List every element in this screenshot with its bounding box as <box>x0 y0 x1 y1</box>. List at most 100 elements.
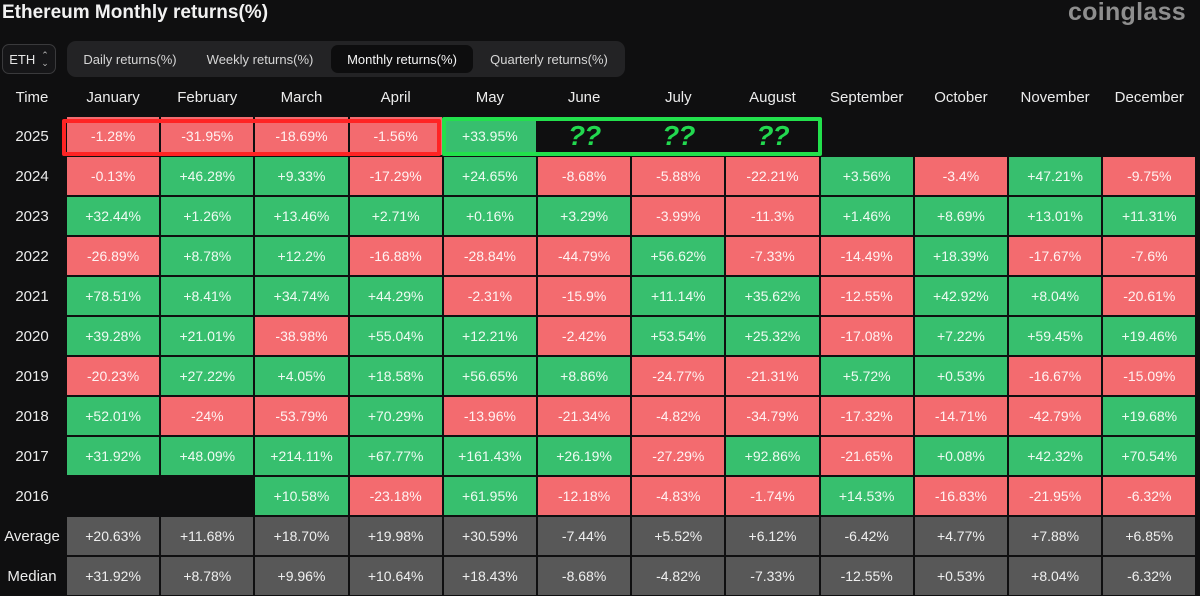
return-cell: +10.58% <box>254 476 349 516</box>
summary-cell: -7.33% <box>725 556 820 596</box>
return-cell: +19.46% <box>1102 316 1197 356</box>
return-cell: +0.53% <box>913 356 1008 396</box>
tab-monthly-returns[interactable]: Monthly returns(%) <box>331 45 473 73</box>
month-header: December <box>1114 88 1184 106</box>
return-cell: +3.56% <box>819 156 914 196</box>
return-cell: -7.33% <box>725 236 820 276</box>
month-header: May <box>475 88 505 106</box>
return-cell: -6.32% <box>1102 476 1197 516</box>
month-header: February <box>177 88 238 106</box>
return-cell: +21.01% <box>160 316 255 356</box>
return-cell: +13.01% <box>1008 196 1103 236</box>
return-cell: +1.26% <box>160 196 255 236</box>
return-cell: -4.82% <box>631 396 726 436</box>
summary-cell: +20.63% <box>66 516 161 556</box>
year-label: 2021 <box>15 287 49 305</box>
return-cell: +161.43% <box>442 436 537 476</box>
return-cell: +18.39% <box>913 236 1008 276</box>
tab-weekly-returns[interactable]: Weekly returns(%) <box>206 51 314 67</box>
summary-cell: +4.77% <box>913 516 1008 556</box>
return-cell: -38.98% <box>254 316 349 356</box>
tab-daily-returns[interactable]: Daily returns(%) <box>83 51 177 67</box>
page-title: Ethereum Monthly returns(%) <box>2 2 269 23</box>
return-cell: -9.75% <box>1102 156 1197 196</box>
return-cell: -17.08% <box>819 316 914 356</box>
return-cell: -17.29% <box>348 156 443 196</box>
year-label: 2022 <box>15 247 49 265</box>
tab-quarterly-returns[interactable]: Quarterly returns(%) <box>490 51 608 67</box>
return-cell: -8.68% <box>537 156 632 196</box>
return-cell: -11.3% <box>725 196 820 236</box>
return-cell: -28.84% <box>442 236 537 276</box>
return-cell: -23.18% <box>348 476 443 516</box>
return-cell: -2.42% <box>537 316 632 356</box>
return-cell: +34.74% <box>254 276 349 316</box>
month-header: April <box>380 88 411 106</box>
return-cell: +11.14% <box>631 276 726 316</box>
return-cell: +3.29% <box>537 196 632 236</box>
return-cell: +2.71% <box>348 196 443 236</box>
return-cell: +55.04% <box>348 316 443 356</box>
summary-cell: +7.88% <box>1008 516 1103 556</box>
month-header: March <box>280 88 323 106</box>
return-cell: -15.9% <box>537 276 632 316</box>
return-cell: -21.34% <box>537 396 632 436</box>
summary-label: Median <box>7 567 57 585</box>
return-cell: +8.41% <box>160 276 255 316</box>
return-cell: -34.79% <box>725 396 820 436</box>
summary-cell: +5.52% <box>631 516 726 556</box>
return-cell: +42.92% <box>913 276 1008 316</box>
return-cell: +24.65% <box>442 156 537 196</box>
return-cell: +32.44% <box>66 196 161 236</box>
summary-cell: +11.68% <box>160 516 255 556</box>
return-cell: +5.72% <box>819 356 914 396</box>
summary-cell: -7.44% <box>537 516 632 556</box>
summary-cell: +31.92% <box>66 556 161 596</box>
month-header: November <box>1020 88 1090 106</box>
return-cell: +59.45% <box>1008 316 1103 356</box>
unknown-return-cell: ?? <box>725 116 820 156</box>
return-cell: -27.29% <box>631 436 726 476</box>
return-cell: +78.51% <box>66 276 161 316</box>
return-cell: +0.16% <box>442 196 537 236</box>
return-cell: +70.29% <box>348 396 443 436</box>
year-label: 2017 <box>15 447 49 465</box>
summary-cell: +10.64% <box>348 556 443 596</box>
return-cell: +44.29% <box>348 276 443 316</box>
summary-cell: -6.32% <box>1102 556 1197 596</box>
return-cell: +52.01% <box>66 396 161 436</box>
year-label: 2023 <box>15 207 49 225</box>
month-header: October <box>934 88 988 106</box>
summary-cell: -12.55% <box>819 556 914 596</box>
return-cell: -20.23% <box>66 356 161 396</box>
year-label: 2024 <box>15 167 49 185</box>
return-cell: +14.53% <box>819 476 914 516</box>
return-cell: +26.19% <box>537 436 632 476</box>
summary-cell: +18.43% <box>442 556 537 596</box>
return-cell: +33.95% <box>442 116 537 156</box>
return-cell: -1.74% <box>725 476 820 516</box>
return-cell: +11.31% <box>1102 196 1197 236</box>
month-header: August <box>749 88 796 106</box>
coin-select[interactable]: ETH ⌃ ⌄ <box>2 44 56 74</box>
return-cell: +48.09% <box>160 436 255 476</box>
return-cell: -21.31% <box>725 356 820 396</box>
return-cell: +8.04% <box>1008 276 1103 316</box>
return-cell: -53.79% <box>254 396 349 436</box>
return-cell: +12.2% <box>254 236 349 276</box>
month-header: September <box>830 88 904 106</box>
return-cell: +27.22% <box>160 356 255 396</box>
return-cell: +46.28% <box>160 156 255 196</box>
return-cell: +9.33% <box>254 156 349 196</box>
return-cell: -16.88% <box>348 236 443 276</box>
highlight-box-red <box>62 119 441 156</box>
return-cell: +214.11% <box>254 436 349 476</box>
return-cell: +8.69% <box>913 196 1008 236</box>
return-cell: -3.99% <box>631 196 726 236</box>
summary-cell: +9.96% <box>254 556 349 596</box>
return-cell: -44.79% <box>537 236 632 276</box>
return-cell: +18.58% <box>348 356 443 396</box>
return-cell: -17.67% <box>1008 236 1103 276</box>
summary-cell: -8.68% <box>537 556 632 596</box>
return-cell: +53.54% <box>631 316 726 356</box>
